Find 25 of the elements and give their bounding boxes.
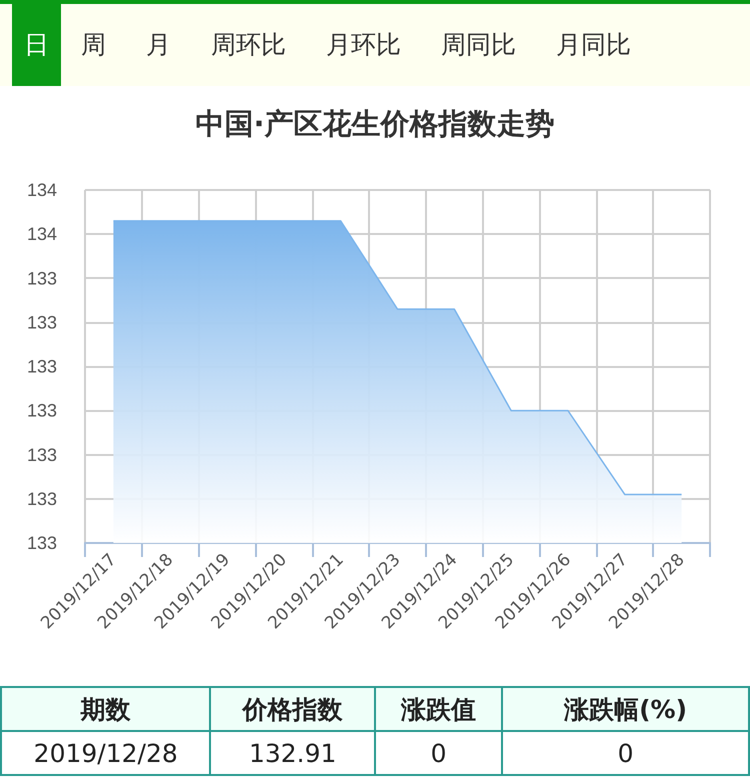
text: 月环比: [325, 29, 402, 61]
text: 2019/12/28: [1, 731, 210, 775]
y-tick-label: 133: [26, 268, 57, 288]
text: 期数: [1, 687, 210, 731]
y-tick-label: 133: [26, 533, 57, 553]
text: 月同比: [555, 29, 632, 61]
y-tick-label: 133: [26, 312, 57, 332]
text: 0: [374, 731, 502, 775]
text: 价格指数: [210, 687, 375, 731]
text: 132.91: [210, 731, 375, 775]
y-tick-label: 133: [26, 488, 57, 509]
text: 日: [12, 4, 61, 86]
text: 涨跌值: [374, 687, 502, 731]
y-tick-label: 134: [26, 224, 57, 244]
text: 周: [80, 29, 107, 61]
chart-title: 中国·产区花生价格指数走势: [195, 106, 555, 140]
y-tick-label: 134: [26, 180, 57, 200]
y-tick-label: 133: [26, 400, 57, 421]
text: 0: [502, 731, 749, 775]
text: 周环比: [210, 29, 287, 61]
text: 周同比: [440, 29, 517, 61]
text: 月: [145, 29, 172, 61]
y-tick-label: 133: [26, 356, 57, 376]
text: 涨跌幅(%): [502, 687, 749, 731]
y-tick-label: 133: [26, 444, 57, 465]
